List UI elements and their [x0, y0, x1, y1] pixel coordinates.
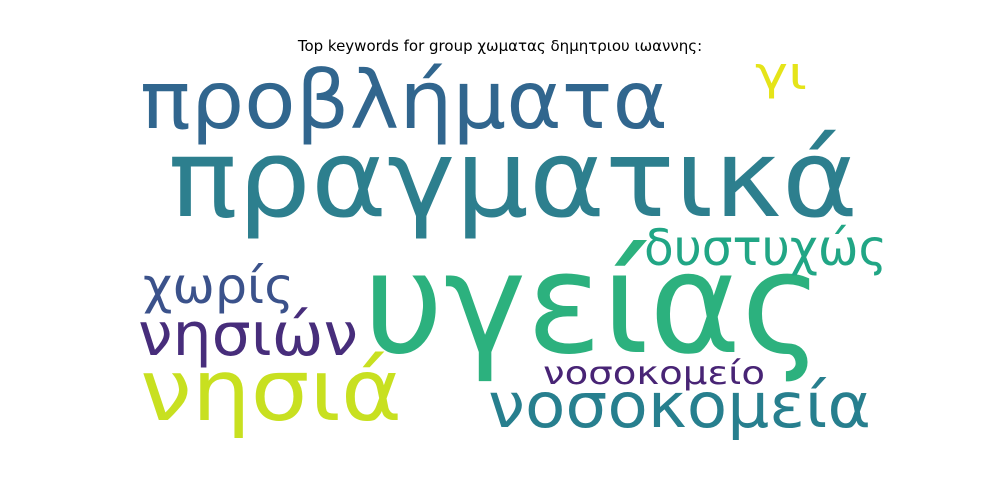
word-nosokomeia: νοσοκομεία — [488, 369, 871, 442]
word-xoris: χωρίς — [143, 257, 294, 315]
word-pragmatika: πραγματικά — [168, 117, 858, 242]
word-ygeias: υγείας — [363, 223, 823, 386]
word-provlimata: προβλήματα — [140, 54, 668, 147]
word-nision: νησιών — [138, 300, 358, 370]
word-nosokomeio: νοσοκομείο — [543, 354, 765, 392]
word-gi: γι — [755, 47, 807, 100]
word-dystyxos: δυστυχώς — [644, 219, 887, 277]
chart-title: Top keywords for group χωματας δημητριου… — [297, 37, 703, 55]
word-nisia: νησιά — [140, 341, 402, 441]
